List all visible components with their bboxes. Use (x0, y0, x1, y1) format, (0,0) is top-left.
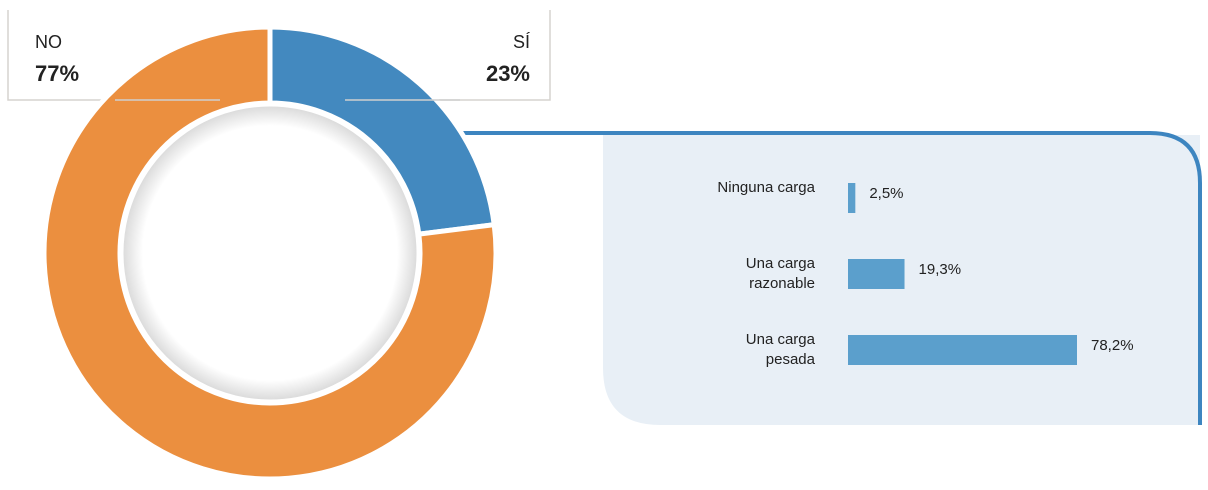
bar (848, 259, 905, 289)
bar (848, 183, 856, 213)
bar-category: Una carga razonable (745, 255, 815, 292)
bar-category: Una carga pesada (745, 331, 815, 368)
slice-value: 77% (35, 61, 80, 86)
slice-label: SÍ (512, 32, 530, 52)
connector (455, 131, 1202, 425)
bar-value: 78,2% (1091, 337, 1134, 354)
bar (848, 335, 1077, 365)
bar-value: 19,3% (918, 261, 962, 278)
slice-value: 23% (485, 61, 530, 86)
donut-hole (120, 103, 420, 403)
donut-slice (41, 24, 499, 482)
bar-category: Ninguna carga (717, 179, 815, 196)
bar-value: 2,5% (869, 185, 904, 202)
donut-slice (267, 24, 498, 237)
slice-label: NO (35, 32, 62, 52)
